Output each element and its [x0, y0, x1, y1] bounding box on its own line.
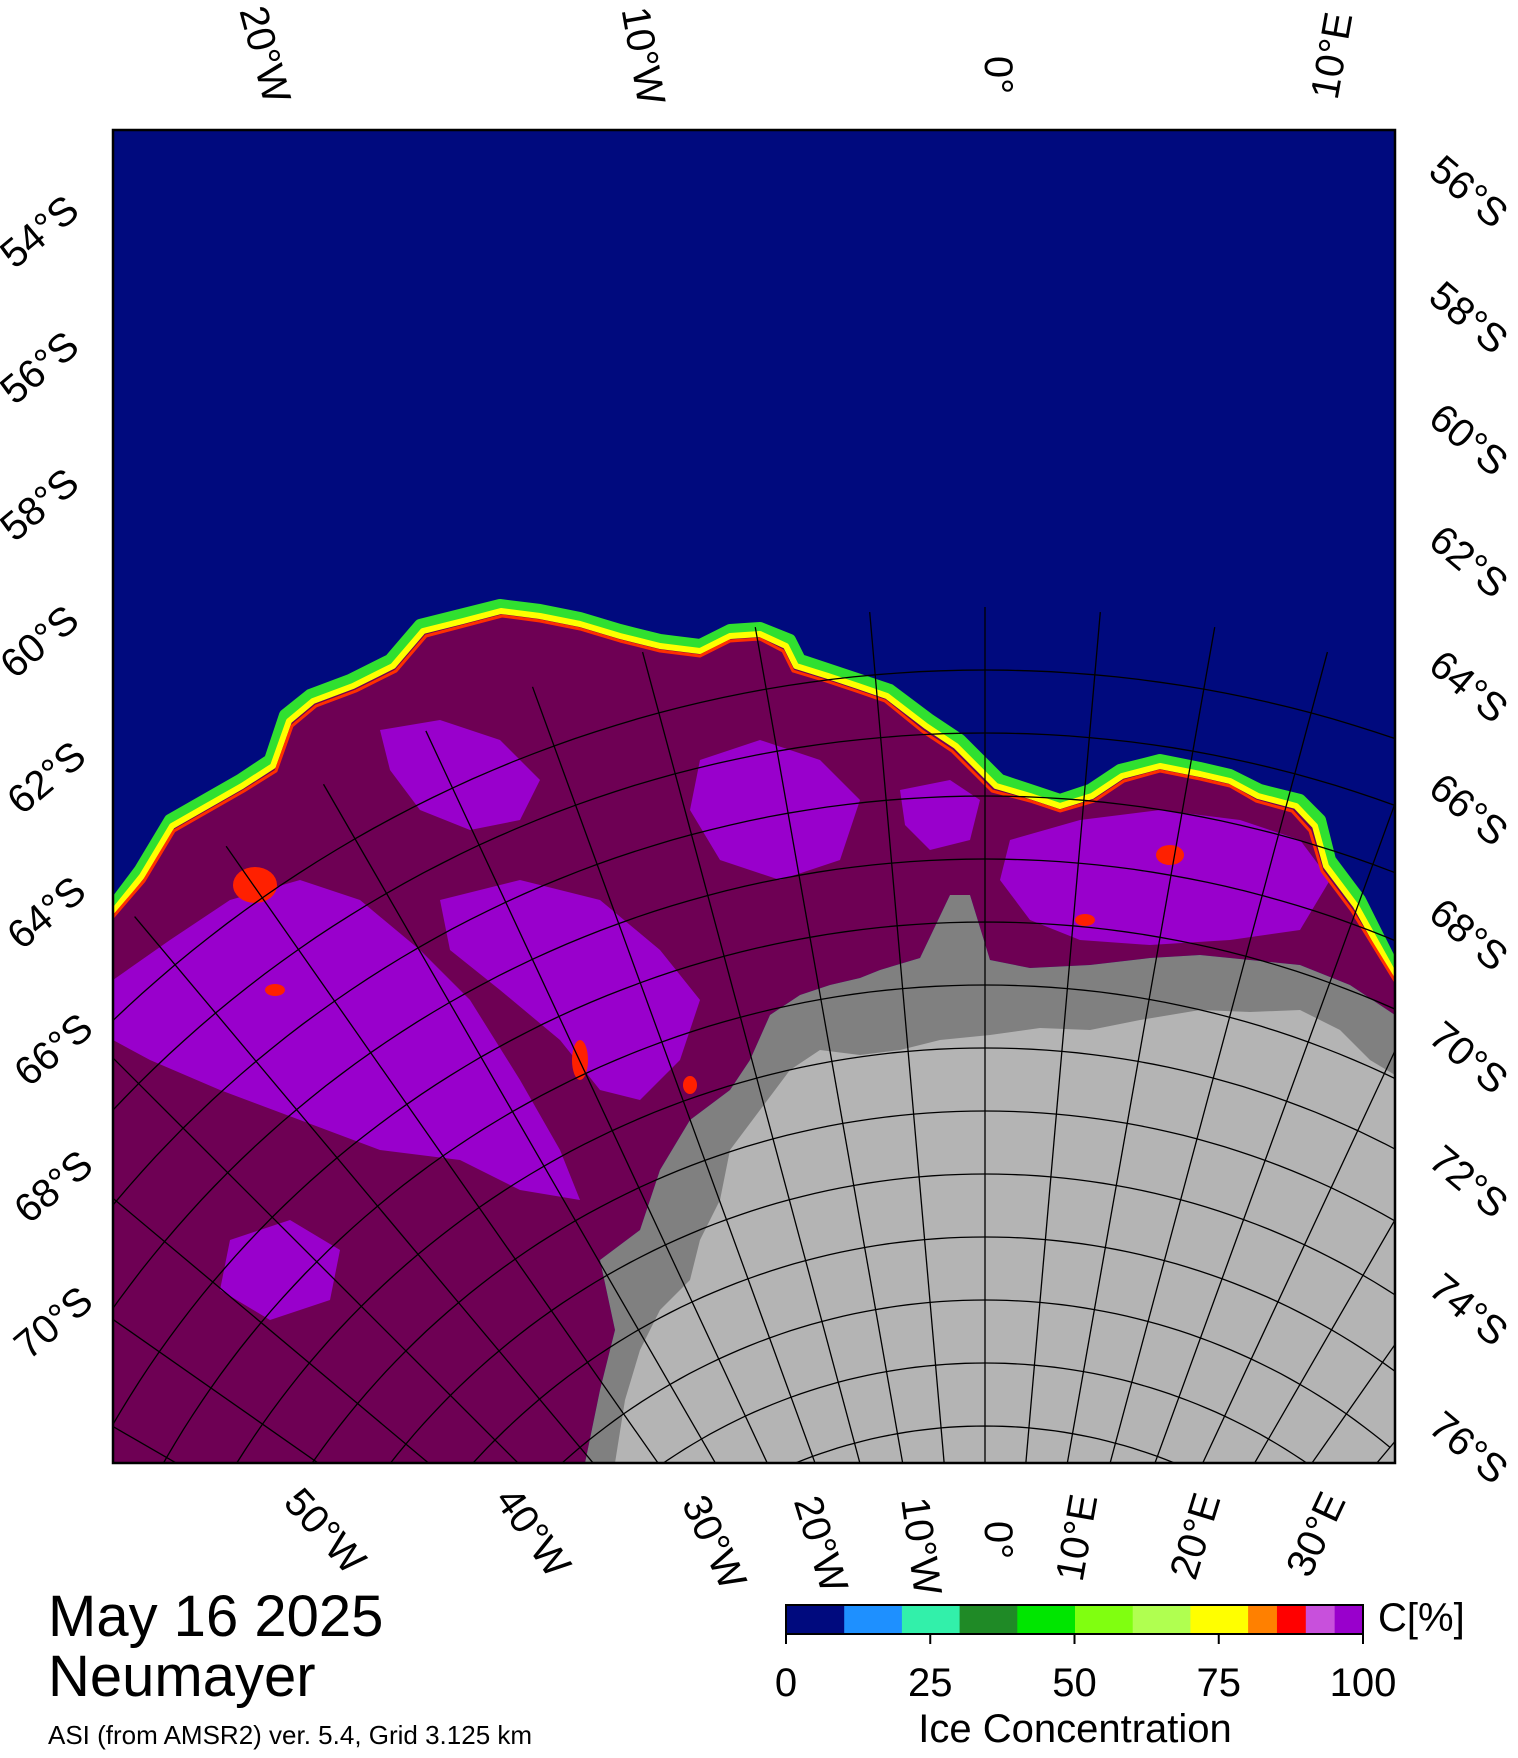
- map-area: [113, 130, 1395, 1463]
- right-latitude-label: 72°S: [1421, 1137, 1516, 1227]
- right-latitude-label: 68°S: [1421, 890, 1516, 980]
- colorbar-unit-label: C[%]: [1378, 1596, 1465, 1640]
- bottom-longitude-label: 30°W: [673, 1489, 755, 1597]
- left-latitude-label: 66°S: [6, 1005, 101, 1095]
- longitude-line: [113, 1057, 519, 1463]
- ice-edge-green: [113, 599, 1395, 973]
- land: [615, 1010, 1395, 1463]
- longitude-line: [1154, 801, 1395, 1463]
- colorbar-cell: [1276, 1605, 1306, 1634]
- colorbar-title: Ice Concentration: [918, 1707, 1232, 1751]
- right-latitude-label: 70°S: [1421, 1013, 1516, 1103]
- left-latitude-label: 62°S: [0, 733, 94, 823]
- longitude-line: [134, 916, 594, 1463]
- colorbar-cell: [843, 1605, 902, 1634]
- bottom-longitude-label: 10°E: [1048, 1491, 1106, 1584]
- colorbar-cell: [1016, 1605, 1075, 1634]
- longitude-line: [1025, 611, 1101, 1463]
- colorbar-tick-label: 0: [775, 1661, 797, 1705]
- colorbar-cell: [1189, 1605, 1249, 1634]
- top-longitude-label: 10°E: [1303, 9, 1361, 102]
- right-latitude-label: 76°S: [1421, 1403, 1516, 1493]
- left-latitude-label: 56°S: [0, 323, 87, 413]
- map-date: May 16 2025: [48, 1584, 384, 1649]
- colorbar-tick-label: 75: [1197, 1661, 1242, 1705]
- right-latitude-label: 60°S: [1421, 395, 1516, 485]
- longitude-line: [754, 626, 904, 1463]
- colorbar-cell: [1334, 1605, 1364, 1634]
- colorbar-tick-label: 50: [1052, 1661, 1097, 1705]
- longitude-line: [113, 1197, 430, 1463]
- longitude-line: [1109, 651, 1329, 1463]
- colorbar: C[%] Ice Concentration 0 25 50 75 100: [775, 1596, 1465, 1751]
- left-latitude-label: 70°S: [6, 1278, 101, 1368]
- top-longitude-label: 20°W: [231, 1, 299, 108]
- station-name: Neumayer: [48, 1644, 316, 1709]
- left-latitude-label: 64°S: [0, 868, 94, 958]
- bottom-longitude-label: 20°W: [785, 1491, 856, 1598]
- colorbar-tick-label: 25: [908, 1661, 953, 1705]
- right-latitude-label: 66°S: [1421, 765, 1516, 855]
- right-latitude-label: 62°S: [1421, 517, 1516, 607]
- longitude-line: [225, 845, 659, 1463]
- colorbar-cell: [959, 1605, 1018, 1634]
- left-latitude-label: 58°S: [0, 460, 87, 550]
- sea-ice-region: [113, 605, 1395, 1463]
- right-latitude-label: 74°S: [1421, 1265, 1516, 1355]
- bottom-longitude-label: 40°W: [486, 1480, 579, 1586]
- bottom-longitude-label: 10°W: [892, 1494, 949, 1598]
- longitude-line: [425, 730, 768, 1463]
- left-latitude-label: 54°S: [0, 187, 87, 277]
- bottom-longitude-label: 20°E: [1162, 1488, 1230, 1584]
- colorbar-cell: [901, 1605, 960, 1634]
- left-latitude-label: 68°S: [6, 1142, 101, 1232]
- map-frame: [111, 128, 1397, 1465]
- longitude-line: [531, 686, 816, 1463]
- colorbar-cell: [1132, 1605, 1191, 1634]
- longitude-line: [869, 611, 945, 1463]
- colorbar-cell: [786, 1605, 845, 1634]
- longitude-line: [113, 1318, 320, 1463]
- top-longitude-label: 10°W: [613, 4, 673, 109]
- colorbar-cell: [1305, 1605, 1335, 1634]
- longitude-line: [1202, 1049, 1395, 1463]
- left-latitude-label: 60°S: [0, 597, 87, 687]
- bottom-longitude-label: 30°E: [1278, 1486, 1355, 1584]
- bottom-longitude-label: 0°: [976, 1521, 1020, 1559]
- colorbar-cell: [1247, 1605, 1277, 1634]
- right-latitude-label: 64°S: [1421, 642, 1516, 732]
- product-info: ASI (from AMSR2) ver. 5.4, Grid 3.125 km: [48, 1720, 533, 1750]
- longitude-line: [641, 651, 861, 1463]
- colorbar-tick-label: 100: [1330, 1661, 1397, 1705]
- graticule-lines: [113, 607, 1395, 1463]
- bottom-longitude-label: 50°W: [275, 1480, 374, 1583]
- right-latitude-label: 56°S: [1421, 147, 1516, 237]
- longitude-line: [1066, 626, 1216, 1463]
- colorbar-cell: [1074, 1605, 1133, 1634]
- ice-edge-red: [113, 614, 1395, 982]
- longitude-line: [322, 783, 717, 1463]
- top-longitude-label: 0°: [976, 56, 1020, 94]
- ice-edge-yellow: [113, 608, 1395, 978]
- right-latitude-label: 58°S: [1421, 273, 1516, 363]
